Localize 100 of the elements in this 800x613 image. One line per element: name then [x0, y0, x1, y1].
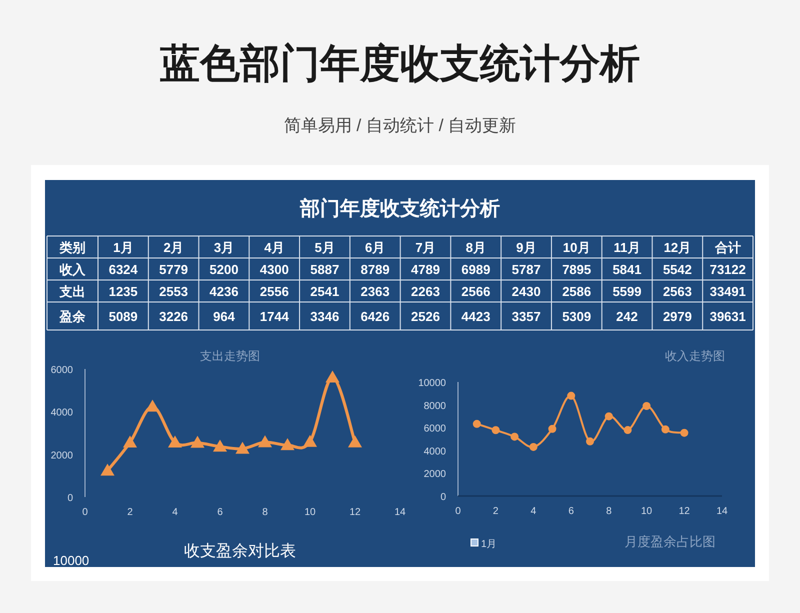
- point: [604, 412, 613, 420]
- chart-title: 蓝色部门年度收支统计分析: [160, 42, 640, 86]
- data-label: 5542: [662, 262, 692, 277]
- x-tick-label: 2: [492, 506, 499, 517]
- data-label: 2263: [411, 284, 440, 299]
- y-tick-label: 6000: [50, 365, 74, 376]
- data-label: 5787: [512, 262, 541, 277]
- chart-title: 收入走势图: [665, 349, 725, 363]
- y-tick-label: 盈余: [58, 309, 86, 324]
- point: [661, 425, 670, 434]
- data-label: 2553: [159, 284, 188, 299]
- x-tick-label: 6月: [365, 240, 386, 255]
- y-tick-label: 2000: [50, 450, 74, 462]
- x-tick-label: 14: [394, 507, 406, 518]
- data-label: 2563: [662, 284, 692, 299]
- data-label: 2979: [662, 309, 692, 324]
- x-tick-label: 6: [568, 506, 574, 517]
- point: [529, 442, 538, 451]
- point: [510, 432, 519, 441]
- data-label: 7895: [562, 262, 592, 277]
- y-tick-label: 0: [67, 493, 74, 504]
- data-label: 5200: [210, 262, 238, 277]
- data-label: 4423: [461, 309, 490, 324]
- data-label: 6426: [360, 309, 390, 324]
- x-tick-label: 8: [606, 506, 612, 517]
- point: [100, 464, 114, 476]
- text: 月度盈余占比图: [624, 534, 716, 549]
- data-label: 6324: [108, 262, 138, 277]
- point: [472, 420, 481, 428]
- data-label: 2566: [461, 284, 490, 299]
- data-label: 4236: [210, 284, 238, 299]
- y-tick-label: 0: [440, 492, 446, 503]
- chart-subtitle: 简单易用 / 自动统计 / 自动更新: [284, 116, 516, 135]
- point: [213, 440, 227, 452]
- y-tick-label: 2000: [424, 469, 446, 480]
- point: [326, 370, 340, 383]
- point: [348, 435, 362, 448]
- x-tick-label: 4: [530, 506, 537, 517]
- x-axis-title: 类别: [58, 240, 86, 255]
- data-label: 2430: [512, 284, 541, 299]
- x-tick-label: 5月: [314, 240, 335, 255]
- point: [492, 426, 500, 434]
- data-label: 2363: [360, 284, 390, 299]
- text: 1月: [481, 539, 497, 550]
- point: [146, 400, 160, 412]
- data-label: 4789: [411, 262, 440, 277]
- x-tick-label: 10月: [562, 240, 590, 255]
- y-tick-label: 6000: [424, 424, 446, 435]
- y-tick-label: 4000: [50, 408, 74, 419]
- x-tick-label: 12: [678, 506, 690, 517]
- y-tick-label: 支出: [58, 284, 86, 299]
- text: 部门年度收支统计分析: [299, 197, 500, 220]
- data-label: 5309: [562, 309, 592, 324]
- data-label: 73122: [710, 262, 746, 277]
- x-tick-label: 4: [172, 507, 178, 518]
- y-tick-label: 4000: [424, 446, 446, 458]
- point: [258, 435, 272, 448]
- data-label: 2586: [562, 284, 592, 299]
- point: [236, 442, 250, 454]
- data-label: 5887: [310, 262, 340, 277]
- data-label: 2556: [260, 284, 289, 299]
- data-label: 2526: [411, 309, 440, 324]
- point: [280, 438, 294, 450]
- data-label: 8789: [360, 262, 390, 277]
- x-tick-label: 14: [716, 506, 728, 517]
- data-label: 5599: [612, 284, 642, 299]
- x-tick-label: 11月: [614, 240, 640, 255]
- x-tick-label: 8: [262, 507, 268, 518]
- y-tick-label: 8000: [424, 400, 446, 412]
- x-tick-label: 7月: [415, 240, 436, 255]
- text: 收支盈余对比表: [184, 542, 296, 560]
- data-label: 2541: [310, 284, 340, 299]
- y-tick-label: 10000: [418, 378, 446, 389]
- x-tick-label: 4月: [264, 240, 284, 255]
- x-tick-label: 8月: [466, 240, 486, 255]
- point: [586, 437, 594, 446]
- data-label: 242: [616, 309, 638, 324]
- data-label: 3346: [310, 309, 340, 324]
- data-label: 5841: [612, 262, 642, 277]
- point: [624, 426, 632, 434]
- x-tick-label: 12月: [664, 240, 692, 255]
- point: [303, 434, 317, 447]
- x-tick-label: 9月: [516, 240, 536, 255]
- x-tick-label: 10: [641, 506, 653, 517]
- x-tick-label: 3月: [214, 240, 234, 255]
- x-tick-label: 6: [217, 507, 224, 518]
- x-tick-label: 0: [455, 506, 462, 517]
- data-label: 6989: [461, 262, 490, 277]
- data-label: 3226: [159, 309, 188, 324]
- data-label: 964: [213, 309, 236, 324]
- data-label: 1744: [260, 309, 290, 324]
- data-label: 33491: [710, 284, 746, 299]
- point: [567, 392, 576, 400]
- point: [190, 436, 204, 448]
- y-tick-label: 收入: [60, 262, 86, 277]
- data-label: 3357: [512, 309, 541, 324]
- data-label: 39631: [710, 309, 746, 324]
- x-tick-label: 12: [349, 507, 361, 518]
- x-tick-label: 2: [127, 507, 134, 518]
- point: [680, 428, 688, 437]
